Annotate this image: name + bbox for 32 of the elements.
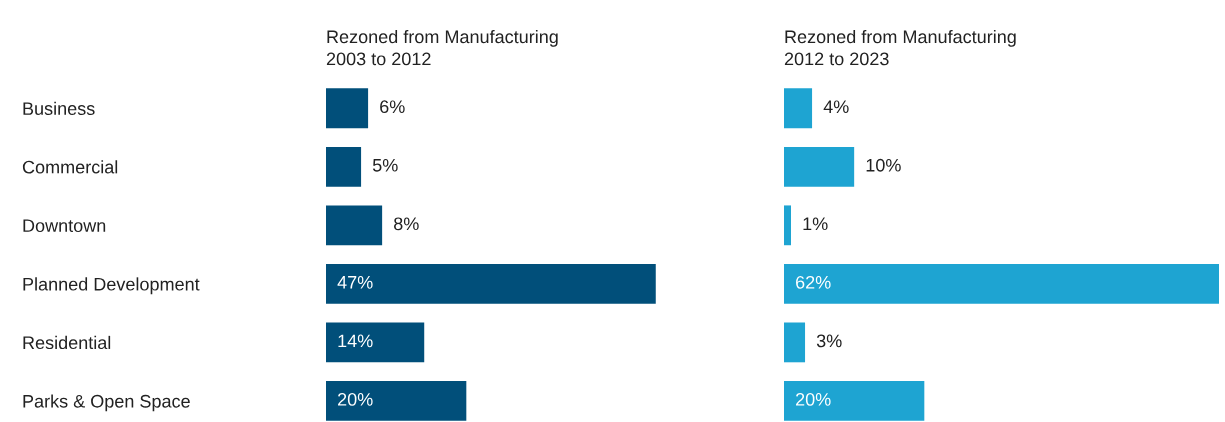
bar [326,146,362,187]
chart-title: Rezoned from Manufacturing 2012 to 2023 [784,29,1016,66]
bar [784,146,855,187]
bar [326,263,656,304]
data-label: 14% [338,334,373,348]
bar [784,263,1219,304]
y-tick-label: Residential [23,335,111,350]
bar [326,322,425,363]
y-tick-label: Business [23,101,95,115]
bar [326,205,383,246]
y-tick-label: Downtown [23,219,106,233]
data-label: 20% [338,392,373,406]
bar [326,381,467,421]
data-label: 62% [796,275,831,289]
chart-title: Rezoned from Manufacturing 2003 to 2012 [326,29,558,66]
data-label: 8% [394,217,419,231]
data-label: 6% [380,100,405,114]
data-label: 20% [796,392,831,406]
y-tick-label: Planned Development [23,277,200,295]
data-label: 1% [803,217,828,231]
data-label: 4% [823,100,849,114]
data-label: 5% [372,158,398,172]
y-tick-label: Commercial [22,160,118,174]
bar [784,381,925,421]
bar [784,322,806,363]
data-label: 10% [866,158,901,172]
bar [784,205,792,246]
y-tick-label: Parks & Open Space [23,394,190,412]
bar [784,88,813,129]
bar [326,88,369,129]
data-label: 47% [337,276,373,289]
data-label: 3% [816,334,842,348]
